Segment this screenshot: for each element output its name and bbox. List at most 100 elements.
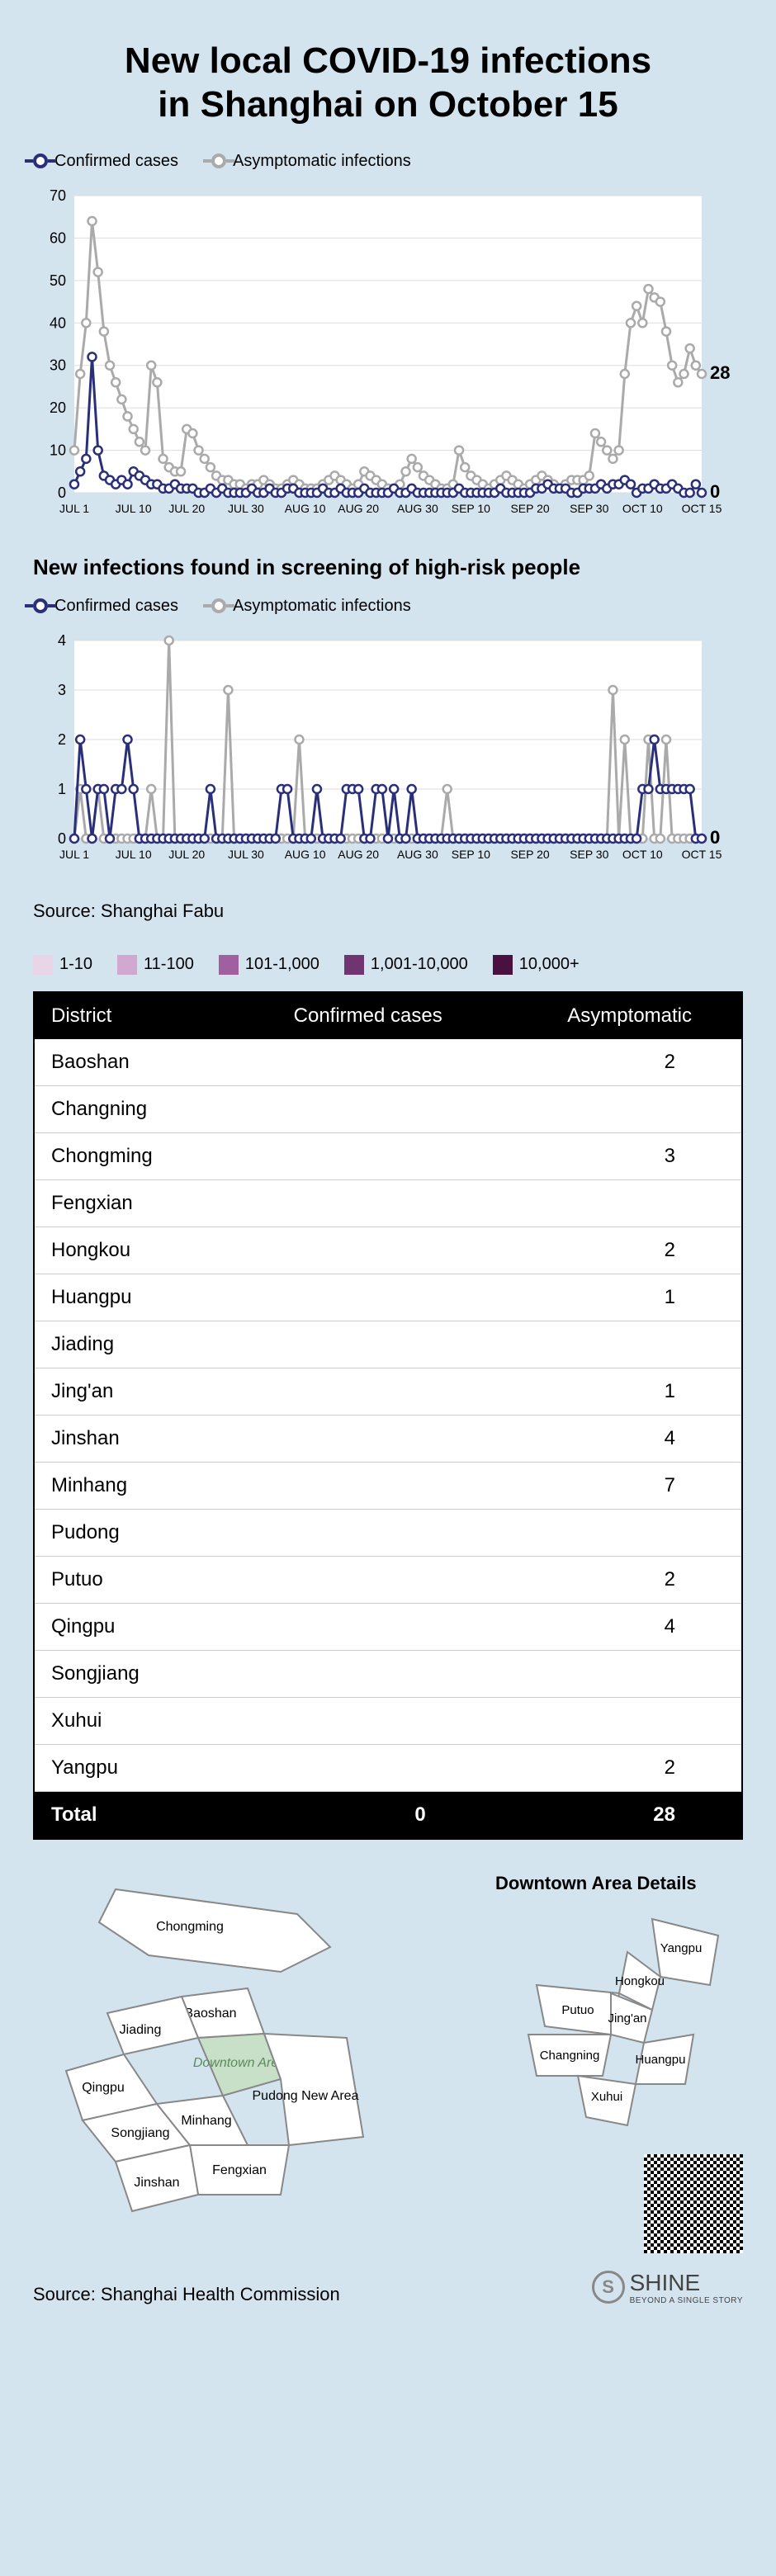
- table-row: Huangpu1: [34, 1274, 742, 1321]
- legend2-asymptomatic: Asymptomatic infections: [211, 597, 411, 616]
- table-row: Yangpu2: [34, 1744, 742, 1791]
- district-table: District Confirmed cases Asymptomatic Ba…: [33, 991, 743, 1840]
- svg-text:AUG 10: AUG 10: [285, 848, 326, 861]
- svg-text:Fengxian: Fengxian: [212, 2163, 267, 2177]
- page-title: New local COVID-19 infections in Shangha…: [33, 40, 743, 127]
- th-confirmed: Confirmed cases: [211, 992, 491, 1039]
- table-row: Fengxian: [34, 1179, 742, 1227]
- line-chart-infections: 010203040506070JUL 1JUL 10JUL 20JUL 30AU…: [33, 187, 743, 534]
- legend-asymptomatic-label: Asymptomatic infections: [233, 152, 411, 171]
- legend-confirmed: Confirmed cases: [33, 152, 178, 171]
- table-row: Hongkou2: [34, 1227, 742, 1274]
- svg-text:2: 2: [58, 731, 66, 748]
- svg-text:AUG 10: AUG 10: [285, 502, 326, 515]
- source-fabu: Source: Shanghai Fabu: [33, 900, 743, 922]
- svg-text:Changning: Changning: [540, 2049, 600, 2063]
- qr-code: [644, 2154, 743, 2253]
- scale-item: 10,000+: [493, 955, 580, 975]
- svg-text:Hongkou: Hongkou: [615, 1974, 665, 1988]
- svg-text:JUL 20: JUL 20: [168, 502, 205, 515]
- legend-confirmed-label: Confirmed cases: [54, 152, 178, 171]
- svg-text:30: 30: [50, 357, 66, 373]
- svg-text:28: 28: [710, 362, 730, 383]
- brand-tagline: BEYOND A SINGLE STORY: [630, 2296, 743, 2305]
- scale-item: 11-100: [117, 955, 194, 975]
- legend2-asymptomatic-label: Asymptomatic infections: [233, 597, 411, 616]
- table-total-row: Total028: [34, 1791, 742, 1839]
- table-row: Minhang7: [34, 1462, 742, 1509]
- svg-text:OCT 15: OCT 15: [682, 502, 722, 515]
- table-row: Jing'an1: [34, 1368, 742, 1415]
- table-row: Chongming3: [34, 1132, 742, 1179]
- svg-text:OCT 10: OCT 10: [622, 848, 663, 861]
- svg-text:AUG 30: AUG 30: [397, 848, 438, 861]
- svg-text:Xuhui: Xuhui: [591, 2090, 622, 2104]
- legend-asymptomatic: Asymptomatic infections: [211, 152, 411, 171]
- svg-text:SEP 20: SEP 20: [510, 848, 549, 861]
- svg-text:70: 70: [50, 187, 66, 204]
- svg-text:0: 0: [58, 830, 66, 847]
- svg-text:1: 1: [58, 781, 66, 797]
- svg-text:JUL 1: JUL 1: [59, 502, 89, 515]
- svg-text:Qingpu: Qingpu: [82, 2081, 125, 2095]
- svg-text:OCT 10: OCT 10: [622, 502, 663, 515]
- svg-text:Chongming: Chongming: [156, 1920, 224, 1934]
- svg-text:40: 40: [50, 314, 66, 331]
- svg-text:Jing'an: Jing'an: [608, 2011, 646, 2025]
- chart2-title: New infections found in screening of hig…: [33, 555, 743, 580]
- table-header-row: District Confirmed cases Asymptomatic: [34, 992, 742, 1039]
- svg-text:JUL 30: JUL 30: [228, 848, 264, 861]
- table-row: Baoshan2: [34, 1039, 742, 1086]
- legend2-confirmed-label: Confirmed cases: [54, 597, 178, 616]
- table-row: Jinshan4: [34, 1415, 742, 1462]
- svg-text:SEP 20: SEP 20: [510, 502, 549, 515]
- brand-logo: S SHINE BEYOND A SINGLE STORY: [592, 2270, 743, 2305]
- svg-text:Downtown Area: Downtown Area: [193, 2056, 286, 2070]
- chart1-legend: Confirmed cases Asymptomatic infections: [33, 152, 743, 171]
- svg-text:Songjiang: Songjiang: [111, 2126, 169, 2140]
- svg-text:10: 10: [50, 442, 66, 458]
- svg-text:JUL 20: JUL 20: [168, 848, 205, 861]
- svg-text:4: 4: [58, 632, 66, 649]
- svg-text:20: 20: [50, 399, 66, 416]
- scale-item: 101-1,000: [219, 955, 319, 975]
- asymptomatic-marker-icon: [211, 154, 226, 168]
- svg-text:Baoshan: Baoshan: [184, 2006, 236, 2021]
- svg-text:AUG 20: AUG 20: [338, 502, 379, 515]
- shanghai-map: ChongmingBaoshanJiadingDowntown AreaPudo…: [33, 1873, 413, 2240]
- table-row: Qingpu4: [34, 1603, 742, 1650]
- svg-text:60: 60: [50, 229, 66, 246]
- line-chart-screening: 01234JUL 1JUL 10JUL 20JUL 30AUG 10AUG 20…: [33, 632, 743, 880]
- svg-text:Pudong New Area: Pudong New Area: [253, 2089, 359, 2103]
- svg-text:SEP 10: SEP 10: [452, 502, 490, 515]
- svg-text:Yangpu: Yangpu: [660, 1941, 703, 1955]
- title-line2: in Shanghai on October 15: [158, 84, 617, 125]
- svg-text:Jinshan: Jinshan: [134, 2176, 179, 2190]
- color-scale-legend: 1-10 11-100 101-1,000 1,001-10,000 10,000+: [33, 955, 743, 975]
- confirmed-marker-icon: [33, 598, 48, 613]
- th-district: District: [34, 992, 211, 1039]
- svg-text:0: 0: [710, 827, 720, 848]
- svg-text:AUG 30: AUG 30: [397, 502, 438, 515]
- svg-text:SEP 10: SEP 10: [452, 848, 490, 861]
- scale-item: 1,001-10,000: [344, 955, 468, 975]
- legend2-confirmed: Confirmed cases: [33, 597, 178, 616]
- scale-item: 1-10: [33, 955, 92, 975]
- svg-text:JUL 30: JUL 30: [228, 502, 264, 515]
- svg-text:JUL 1: JUL 1: [59, 848, 89, 861]
- table-row: Jiading: [34, 1321, 742, 1368]
- svg-text:Putuo: Putuo: [561, 2003, 594, 2017]
- svg-text:Huangpu: Huangpu: [636, 2053, 686, 2067]
- svg-text:0: 0: [58, 484, 66, 501]
- table-row: Xuhui: [34, 1697, 742, 1744]
- brand-name: SHINE: [630, 2270, 701, 2295]
- svg-text:SEP 30: SEP 30: [570, 502, 608, 515]
- svg-text:3: 3: [58, 682, 66, 698]
- th-asymptomatic: Asymptomatic: [492, 992, 742, 1039]
- chart2-legend: Confirmed cases Asymptomatic infections: [33, 597, 743, 616]
- svg-text:JUL 10: JUL 10: [116, 848, 152, 861]
- asymptomatic-marker-icon: [211, 598, 226, 613]
- table-row: Changning: [34, 1085, 742, 1132]
- downtown-map: Downtown Area Details YangpuHongkouPutuo…: [495, 1873, 743, 2253]
- table-row: Songjiang: [34, 1650, 742, 1697]
